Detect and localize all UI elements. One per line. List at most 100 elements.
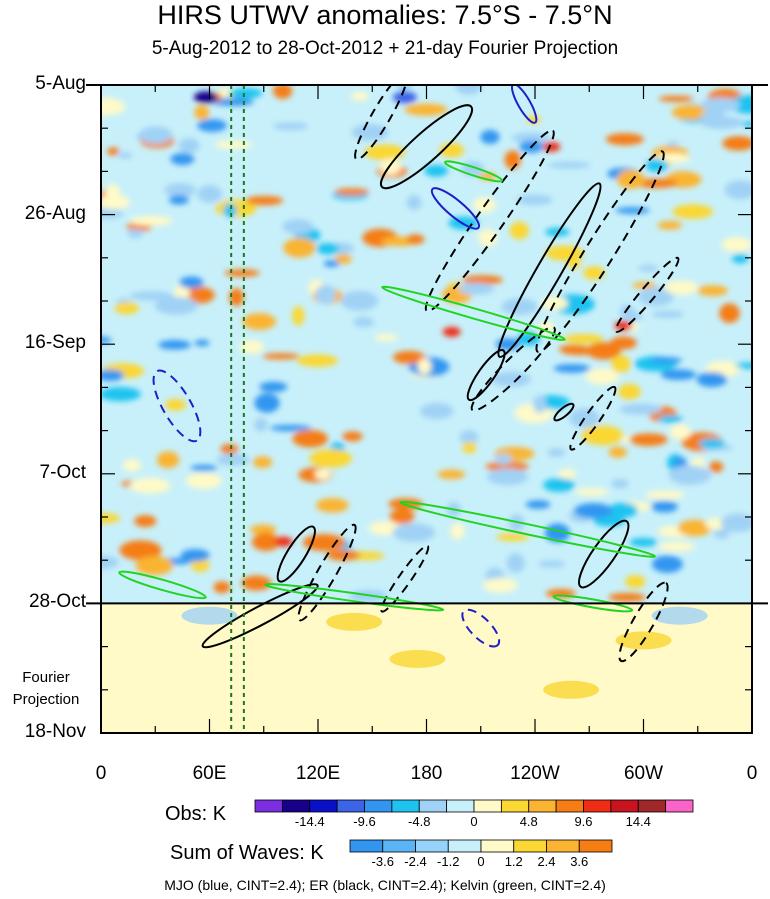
anomaly-patch [224, 269, 261, 277]
anomaly-patch [309, 449, 352, 468]
anomaly-peak [542, 141, 561, 152]
anomaly-patch [672, 204, 714, 219]
anomaly-patch [214, 140, 253, 150]
anomaly-patch [669, 424, 691, 440]
waves-colorbar-tick-label: -1.2 [437, 854, 460, 869]
obs-colorbar-swatch [336, 799, 365, 813]
anomaly-patch [478, 229, 498, 247]
projection-anomaly [181, 606, 238, 625]
anomaly-patch [605, 133, 645, 146]
anomaly-patch [713, 527, 730, 539]
anomaly-patch [638, 264, 658, 272]
anomaly-patch [254, 393, 280, 413]
projection-anomaly [651, 606, 708, 625]
obs-colorbar-swatch [555, 799, 584, 813]
anomaly-patch [496, 533, 530, 542]
anomaly-patch [259, 381, 288, 393]
anomaly-patch [485, 461, 529, 472]
anomaly-patch [548, 161, 591, 169]
er-contour [466, 349, 506, 402]
anomaly-patch [709, 461, 724, 473]
anomaly-patch [437, 469, 466, 480]
anomaly-patch [638, 286, 674, 307]
anomaly-patch [721, 237, 752, 252]
anomaly-patch [406, 195, 422, 210]
anomaly-patch [249, 524, 277, 535]
waves-colorbar-swatch [546, 839, 580, 853]
anomaly-patch [106, 147, 120, 156]
obs-colorbar-tick-label: -14.4 [294, 814, 325, 829]
mjo-contour [461, 608, 501, 648]
anomaly-trough [193, 91, 218, 104]
anomaly-patch [700, 97, 740, 113]
anomaly-patch [101, 555, 119, 570]
kelvin-contour [552, 594, 634, 613]
anomaly-patch [719, 303, 740, 324]
anomaly-patch [194, 339, 210, 347]
anomaly-patch [101, 209, 124, 219]
anomaly-patch [269, 424, 312, 432]
anomaly-patch [610, 336, 637, 350]
anomaly-patch [607, 502, 638, 518]
anomaly-patch [135, 556, 173, 576]
anomaly-patch [645, 490, 685, 500]
anomaly-patch [511, 132, 551, 144]
anomaly-patch [424, 164, 449, 177]
er-contour [614, 256, 680, 333]
obs-colorbar-tick-label: 0 [470, 814, 478, 829]
anomaly-patch [353, 317, 375, 328]
waves-colorbar-swatch [480, 839, 515, 853]
anomaly-patch [282, 219, 314, 235]
waves-colorbar-swatch [447, 839, 482, 853]
anomaly-patch [480, 129, 500, 145]
y-tick-label: 5-Aug [35, 73, 86, 94]
anomaly-patch [668, 465, 712, 485]
anomaly-patch [374, 333, 398, 342]
anomaly-patch [698, 438, 725, 449]
obs-colorbar-swatch [254, 799, 283, 813]
anomaly-patch [658, 415, 683, 423]
obs-colorbar-swatch [500, 799, 530, 813]
anomaly-patch [292, 306, 305, 326]
chart-title: HIRS UTWV anomalies: 7.5°S - 7.5°N [157, 0, 613, 30]
anomaly-patch [611, 479, 629, 489]
anomaly-patch [164, 183, 196, 198]
anomaly-patch [316, 243, 340, 255]
er-contour [201, 583, 319, 649]
mjo-contour [430, 187, 480, 230]
projection-label: Fourier Projection [6, 667, 86, 711]
anomaly-patch [664, 280, 699, 295]
anomaly-patch [101, 97, 126, 116]
er-contour [354, 85, 409, 161]
anomaly-patch [547, 448, 566, 457]
x-tick-label: 120E [295, 763, 341, 784]
anomaly-patch [105, 183, 121, 203]
anomaly-patch [323, 260, 340, 268]
er-contour [424, 129, 555, 313]
anomaly-patch [272, 122, 309, 131]
obs-colorbar-swatch [364, 799, 393, 813]
anomaly-patch [624, 575, 646, 589]
anomaly-patch [731, 253, 749, 264]
anomaly-patch [213, 581, 231, 594]
kelvin-contour [399, 500, 656, 558]
anomaly-patch [101, 369, 125, 381]
anomaly-patch [229, 288, 244, 307]
y-tick-label: 26-Aug [24, 202, 86, 224]
anomaly-patch [516, 194, 553, 205]
anomaly-patch [262, 353, 300, 360]
anomaly-patch [351, 124, 389, 141]
waves-colorbar-swatch [578, 839, 613, 853]
anomaly-patch [658, 95, 694, 102]
anomaly-patch [134, 515, 157, 528]
anomaly-patch [537, 560, 566, 568]
anomaly-patch [629, 537, 658, 547]
x-tick-label: 180 [410, 763, 443, 784]
anomaly-patch [581, 425, 624, 446]
waves-colorbar-tick-label: 0 [477, 854, 485, 869]
waves-colorbar-title: Sum of Waves: K [170, 842, 324, 864]
anomaly-patch [251, 532, 280, 552]
anomaly-patch [619, 304, 635, 320]
anomaly-patch [129, 477, 171, 494]
anomaly-patch [455, 85, 482, 95]
